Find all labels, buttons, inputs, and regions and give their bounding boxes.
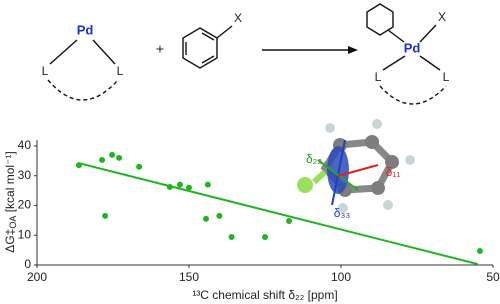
y-tick-label: 0 — [24, 257, 31, 271]
ligand: L — [443, 70, 450, 84]
y-label-main: ΔG‡ — [3, 229, 17, 253]
y-tick-label: 10 — [18, 227, 32, 241]
point — [166, 184, 173, 191]
point — [476, 248, 483, 255]
inset-label: δ₁₁ — [386, 165, 401, 179]
bond — [92, 39, 116, 65]
point — [262, 234, 268, 241]
bond — [419, 55, 441, 71]
bond — [49, 39, 78, 65]
inset-molecule: δ₂₂ δ₁₁ δ₃₃ — [297, 119, 415, 220]
point — [99, 156, 106, 163]
point — [186, 184, 192, 191]
point — [109, 151, 116, 158]
x-axis-label: ¹³C chemical shift δ₂₂ [ppm] — [192, 288, 337, 302]
point — [75, 162, 82, 169]
ring — [182, 27, 218, 69]
ring — [366, 3, 394, 36]
group: X — [438, 10, 446, 24]
y-label-sub: OA — [8, 216, 18, 229]
backbone — [379, 85, 447, 105]
arrow-head — [348, 46, 358, 54]
axis-d33 — [331, 139, 346, 206]
metal: Pd — [77, 22, 94, 37]
bond — [311, 169, 328, 185]
y-axis-label: ΔG‡OA [kcal mol⁻¹] — [3, 151, 18, 252]
bond — [382, 55, 406, 71]
point — [102, 212, 109, 219]
point — [136, 163, 143, 170]
y-label-unit: [kcal mol⁻¹] — [3, 151, 17, 215]
reaction-scheme: Pd L L + X Pd X L L — [42, 3, 450, 105]
ligand: L — [42, 64, 49, 78]
bond — [387, 29, 405, 43]
point — [176, 181, 183, 188]
point — [286, 217, 293, 224]
x-tick-label: 100 — [331, 270, 351, 284]
hydrogens — [325, 119, 415, 213]
group: X — [234, 11, 242, 25]
x-tick-label: 150 — [179, 270, 199, 284]
bond — [201, 55, 215, 64]
y-tick-label: 30 — [18, 168, 32, 182]
ligand: L — [375, 70, 382, 84]
halogen — [297, 177, 313, 193]
point — [228, 234, 235, 241]
point — [204, 181, 211, 188]
axis-d11 — [337, 164, 379, 177]
backbone — [47, 79, 119, 101]
trendline — [77, 161, 479, 266]
ligand: L — [117, 64, 124, 78]
inset-label: δ₂₂ — [306, 152, 322, 166]
bond — [419, 24, 437, 43]
y-tick-label: 40 — [18, 138, 32, 152]
plus: + — [156, 41, 164, 57]
x-tick-label: 50 — [486, 270, 500, 284]
x-tick-label: 200 — [27, 270, 47, 284]
point — [116, 154, 123, 161]
metal: Pd — [404, 40, 421, 55]
inset-label: δ₃₃ — [334, 206, 351, 220]
y-tick-label: 20 — [18, 198, 32, 212]
bond — [201, 32, 215, 41]
point — [203, 215, 210, 222]
point — [216, 212, 223, 219]
bond — [216, 25, 233, 39]
